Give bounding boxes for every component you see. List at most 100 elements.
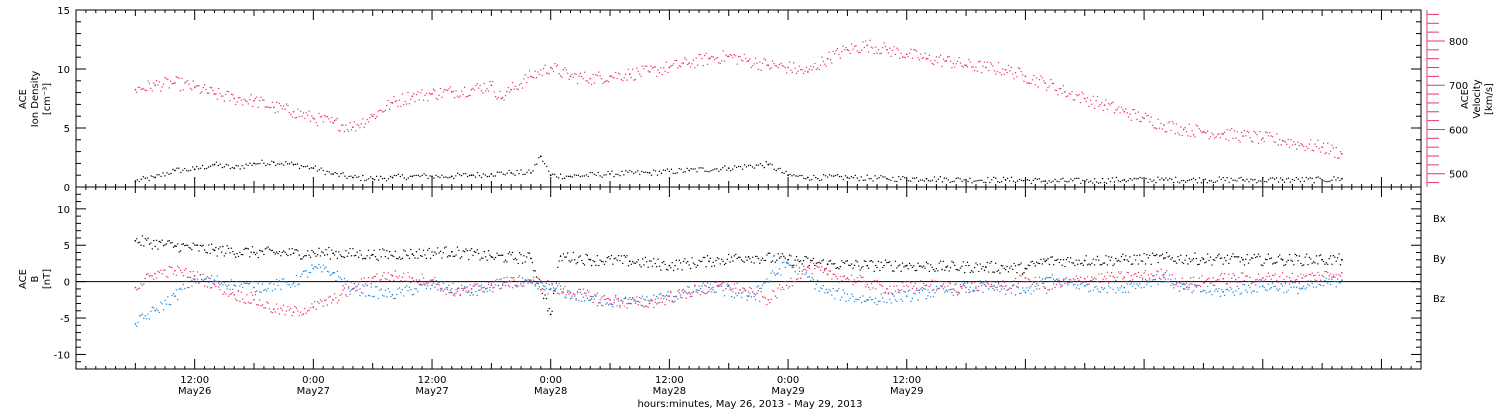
bz-trace-dot [397,277,399,279]
by-trace-dot [1264,289,1267,291]
bx-trace-dot [1054,259,1056,262]
by-trace-dot [910,300,912,303]
bx-trace-dot [949,267,952,269]
velocity-trace-dot [824,63,826,65]
by-trace-dot [848,299,850,302]
bx-trace-dot [480,257,483,259]
by-trace-dot [807,276,809,278]
density-trace-dot [828,174,831,176]
by-trace-dot [568,290,570,292]
by-point [1222,290,1225,293]
velocity-trace-dot [771,60,774,62]
by-trace-dot [979,280,981,282]
density-point [688,169,691,172]
by-trace-dot [547,293,549,295]
bx-trace-dot [681,269,683,271]
by-trace-dot [268,283,271,285]
bx-trace-dot [862,265,864,268]
bx-trace-dot [518,252,521,254]
bz-trace-dot [237,290,240,292]
by-trace-dot [663,295,665,297]
bz-trace-dot [983,281,986,283]
velocity-trace-dot [1075,94,1077,96]
density-trace-dot [838,175,841,178]
x-tick-time-label: 0:00 [539,375,561,386]
bz-trace-dot [1140,274,1142,277]
velocity-trace-dot [976,70,979,72]
bz-trace-dot [195,280,197,282]
density-trace-dot [1173,181,1175,184]
velocity-trace-dot [1174,132,1176,135]
velocity-trace-dot [1235,137,1237,139]
bz-trace-dot [1253,281,1255,283]
by-trace-dot [764,281,767,284]
density-trace-dot [1076,177,1078,180]
density-trace-dot [890,179,892,182]
by-trace-dot [1216,290,1219,292]
by-trace-dot [689,293,692,295]
bz-trace-dot [507,281,510,283]
by-trace-dot [1256,291,1258,293]
by-trace-dot [1257,280,1260,282]
density-trace-dot [785,170,787,173]
bx-trace-dot [1076,263,1079,266]
bx-trace-dot [918,265,921,268]
velocity-trace-dot [1147,114,1150,117]
velocity-trace-dot [1146,115,1148,117]
bz-trace-dot [177,265,179,267]
by-trace-dot [1317,280,1319,283]
bx-trace-dot [192,242,194,244]
bz-trace-dot [1109,275,1111,277]
velocity-trace-dot [182,89,185,91]
bz-trace-dot [932,288,935,291]
bx-trace-dot [702,256,704,259]
bx-trace-dot [685,262,688,264]
by-trace-dot [436,289,439,291]
density-trace-dot [286,163,289,165]
by-trace-dot [824,292,826,294]
bz-trace-dot [956,291,959,293]
density-trace-dot [310,167,313,169]
density-trace-dot [763,166,766,169]
by-trace-dot [1041,278,1044,280]
by-trace-dot [384,289,387,291]
velocity-trace-dot [1271,136,1274,138]
velocity-trace-dot [867,51,870,53]
by-trace-dot [798,267,801,269]
bz-trace-dot [1098,273,1100,275]
by-trace-dot [486,287,488,289]
bz-trace-dot [1188,284,1190,286]
bx-trace-dot [1071,262,1073,264]
bz-trace-dot [1211,281,1213,284]
bx-trace-dot [987,271,990,273]
by-trace-dot [1266,289,1268,292]
bz-trace-dot [243,301,245,304]
by-trace-dot [688,286,690,289]
density-trace-dot [1204,178,1207,181]
bx-trace-dot [574,259,576,261]
velocity-trace-dot [468,95,470,97]
bx-trace-dot [199,244,202,247]
bx-trace-dot [147,237,149,239]
by-trace-dot [148,318,151,320]
density-trace-dot [563,177,566,179]
by-trace-dot [1290,286,1292,289]
velocity-trace-dot [952,63,955,65]
bx-trace-dot [380,256,382,258]
bz-trace-dot [749,286,751,289]
by-trace-dot [1101,286,1103,289]
bz-trace-dot [153,278,155,281]
velocity-trace-dot [1315,146,1318,148]
bz-trace-dot [972,290,974,293]
by-trace-dot [403,295,405,297]
by-trace-dot [167,296,169,298]
velocity-trace-dot [239,97,241,99]
velocity-trace-dot [268,107,271,109]
bx-trace-dot [239,251,241,254]
velocity-trace-dot [814,62,816,65]
by-trace-dot [749,292,751,295]
by-trace-dot [239,285,241,287]
bx-trace-dot [1026,268,1028,270]
by-point [173,295,176,298]
by-trace-dot [304,270,306,272]
